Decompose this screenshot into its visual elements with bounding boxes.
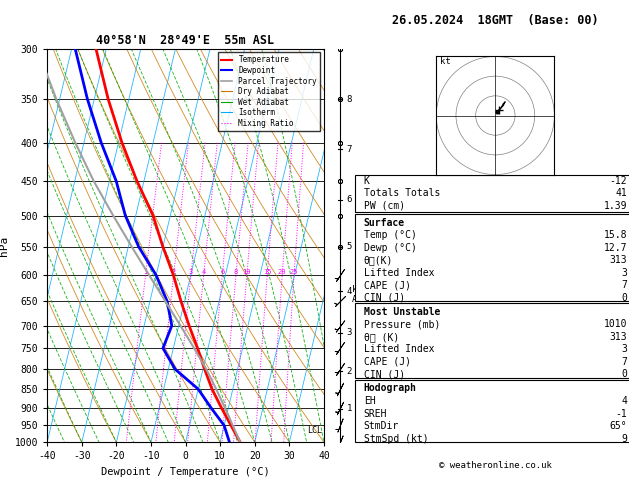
Text: K: K	[364, 176, 370, 186]
Text: 3: 3	[621, 268, 627, 278]
Text: Lifted Index: Lifted Index	[364, 268, 434, 278]
Text: Pressure (mb): Pressure (mb)	[364, 319, 440, 330]
Text: 26.05.2024  18GMT  (Base: 00): 26.05.2024 18GMT (Base: 00)	[392, 14, 599, 27]
Text: θᴄ (K): θᴄ (K)	[364, 332, 399, 342]
Text: 12.7: 12.7	[603, 243, 627, 253]
FancyBboxPatch shape	[355, 214, 629, 301]
FancyBboxPatch shape	[355, 380, 629, 442]
Text: θᴄ(K): θᴄ(K)	[364, 255, 393, 265]
Text: 15: 15	[263, 269, 272, 275]
Text: Totals Totals: Totals Totals	[364, 188, 440, 198]
Text: 3: 3	[347, 328, 352, 337]
FancyBboxPatch shape	[355, 303, 629, 378]
Text: SREH: SREH	[364, 409, 387, 418]
Text: Surface: Surface	[364, 218, 405, 227]
Text: StmDir: StmDir	[364, 421, 399, 431]
Text: StmSpd (kt): StmSpd (kt)	[364, 434, 428, 444]
Text: 9: 9	[621, 434, 627, 444]
Text: Dewp (°C): Dewp (°C)	[364, 243, 416, 253]
Text: 7: 7	[621, 280, 627, 290]
Text: 3: 3	[621, 344, 627, 354]
Text: 5: 5	[347, 243, 352, 251]
Text: Lifted Index: Lifted Index	[364, 344, 434, 354]
Text: 1: 1	[143, 269, 148, 275]
Text: 20: 20	[278, 269, 286, 275]
Text: © weatheronline.co.uk: © weatheronline.co.uk	[439, 461, 552, 470]
Text: 2: 2	[347, 367, 352, 376]
Text: 10: 10	[243, 269, 251, 275]
Text: 0: 0	[621, 293, 627, 303]
Text: 313: 313	[610, 332, 627, 342]
Text: -12: -12	[610, 176, 627, 186]
FancyBboxPatch shape	[355, 174, 629, 212]
Text: 8: 8	[234, 269, 238, 275]
Text: 1: 1	[347, 404, 352, 413]
Text: 1010: 1010	[603, 319, 627, 330]
Text: 8: 8	[347, 94, 352, 104]
Text: km
ASL: km ASL	[352, 285, 369, 304]
Text: 4: 4	[347, 287, 352, 295]
Text: CAPE (J): CAPE (J)	[364, 357, 411, 367]
Text: PW (cm): PW (cm)	[364, 201, 405, 211]
Text: CIN (J): CIN (J)	[364, 293, 405, 303]
Text: 7: 7	[621, 357, 627, 367]
Text: EH: EH	[364, 396, 376, 406]
Text: 6: 6	[220, 269, 225, 275]
Legend: Temperature, Dewpoint, Parcel Trajectory, Dry Adiabat, Wet Adiabat, Isotherm, Mi: Temperature, Dewpoint, Parcel Trajectory…	[218, 52, 320, 131]
Title: 40°58'N  28°49'E  55m ASL: 40°58'N 28°49'E 55m ASL	[96, 35, 275, 48]
Text: 4: 4	[621, 396, 627, 406]
Text: 25: 25	[290, 269, 298, 275]
X-axis label: Dewpoint / Temperature (°C): Dewpoint / Temperature (°C)	[101, 467, 270, 477]
Text: CAPE (J): CAPE (J)	[364, 280, 411, 290]
Text: 65°: 65°	[610, 421, 627, 431]
Text: LCL: LCL	[307, 426, 322, 435]
Text: 4: 4	[201, 269, 206, 275]
Y-axis label: hPa: hPa	[0, 235, 9, 256]
Text: 7: 7	[347, 145, 352, 154]
Text: Most Unstable: Most Unstable	[364, 307, 440, 317]
Text: Hodograph: Hodograph	[364, 383, 416, 394]
Text: CIN (J): CIN (J)	[364, 369, 405, 379]
Text: kt: kt	[440, 57, 451, 67]
Text: 0: 0	[621, 369, 627, 379]
Text: 3: 3	[189, 269, 193, 275]
Text: 313: 313	[610, 255, 627, 265]
Text: 2: 2	[172, 269, 175, 275]
Text: 6: 6	[347, 195, 352, 204]
Text: 1.39: 1.39	[603, 201, 627, 211]
Text: 15.8: 15.8	[603, 230, 627, 240]
Text: Temp (°C): Temp (°C)	[364, 230, 416, 240]
Text: -1: -1	[615, 409, 627, 418]
Text: 41: 41	[615, 188, 627, 198]
